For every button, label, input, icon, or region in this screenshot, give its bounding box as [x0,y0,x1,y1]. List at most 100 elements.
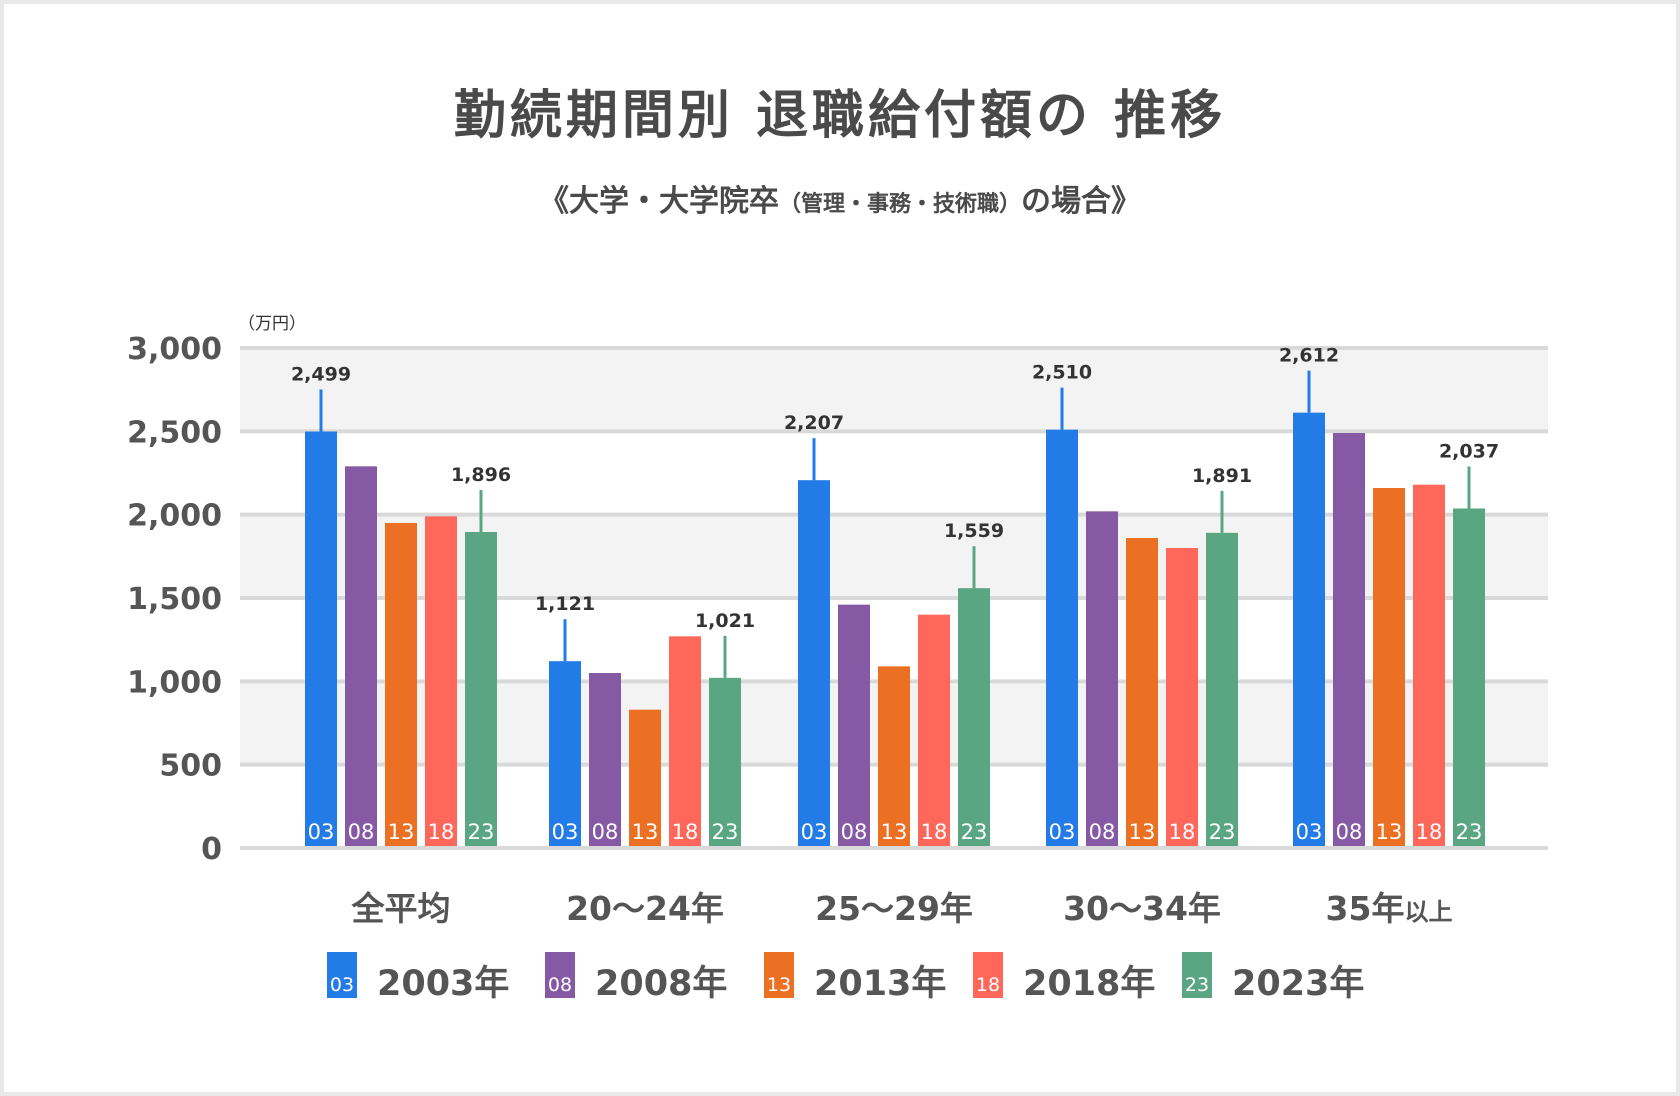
y-tick-label: 2,000 [127,499,222,534]
bar-23 [709,677,741,846]
legend-swatch [1182,952,1212,998]
legend-item: 13 2013年 [764,952,946,1004]
bar-code-label: 13 [388,820,415,844]
bar-08 [345,466,377,846]
bar-code-label: 18 [921,820,948,844]
bar-03 [549,661,581,846]
data-label: 1,896 [451,464,511,486]
bar-03 [1046,429,1078,846]
data-label: 1,121 [535,593,595,615]
bar-13 [1126,538,1158,846]
bar-code-label: 23 [1456,820,1483,844]
bar-08 [1333,433,1365,846]
y-tick-label: 3,000 [127,332,222,367]
y-tick-label: 0 [201,832,222,867]
bar-13 [1373,488,1405,846]
bar-code-label: 03 [801,820,828,844]
bar-03 [1293,412,1325,846]
bar-code-label: 18 [1169,820,1196,844]
bar-23 [958,588,990,846]
legend-swatch-code: 08 [548,974,572,996]
legend-label: 2008年 [595,964,727,1004]
data-label: 1,891 [1192,465,1252,487]
bar-code-label: 18 [672,820,699,844]
bar-code-label: 03 [552,820,579,844]
legend-item: 23 2023年 [1182,952,1364,1004]
legend-swatch [327,952,357,998]
bar-23 [1206,532,1238,846]
bar-code-label: 13 [881,820,908,844]
category-main: 35年 [1326,889,1405,928]
bar-code-label: 23 [1209,820,1236,844]
chart-subtitle: 《大学・大学院卒（管理・事務・技術職）の場合》 [539,184,1141,219]
bar-code-label: 03 [1296,820,1323,844]
category-main: 20～24年 [566,889,724,928]
bar-18 [425,516,457,846]
data-label: 1,021 [695,610,755,632]
category-suffix: 以上 [1404,898,1452,926]
y-tick-label: 1,500 [127,582,222,617]
bar-code-label: 03 [1049,820,1076,844]
bar-23 [1453,508,1485,846]
legend-swatch [764,952,794,998]
category-label: 20～24年 [566,889,724,928]
bar-code-label: 08 [1089,820,1116,844]
bar-code-label: 13 [632,820,659,844]
bar-code-label: 08 [348,820,375,844]
category-label: 25～29年 [815,889,973,928]
chart-title: 勤続期間別 退職給付額の 推移 [454,86,1226,146]
legend-swatch-code: 03 [330,974,354,996]
bar-code-label: 23 [468,820,495,844]
bar-13 [629,709,661,846]
bar-code-label: 18 [1416,820,1443,844]
bar-18 [918,614,950,846]
subtitle-main-right: の場合》 [1021,184,1141,219]
legend-item: 08 2008年 [545,952,727,1004]
bar-08 [1086,511,1118,846]
y-axis-unit: （万円） [238,314,306,334]
bar-code-label: 23 [961,820,988,844]
legend-label: 2003年 [377,964,509,1004]
bar-code-label: 03 [308,820,335,844]
grid-band [240,514,1548,598]
bar-18 [669,636,701,846]
legend-swatch [973,952,1003,998]
legend-item: 03 2003年 [327,952,509,1004]
y-tick-label: 1,000 [127,665,222,700]
legend-swatch-code: 18 [976,974,1000,996]
bar-23 [465,532,497,846]
bar-03 [798,480,830,846]
y-tick-label: 500 [159,749,222,784]
legend-label: 2013年 [814,964,946,1004]
category-label: 30～34年 [1063,889,1221,928]
legend-swatch-code: 13 [767,974,791,996]
data-label: 2,510 [1032,362,1092,384]
category-main: 25～29年 [815,889,973,928]
data-label: 2,612 [1279,345,1339,367]
bar-code-label: 13 [1376,820,1403,844]
bar-code-label: 13 [1129,820,1156,844]
legend-item: 18 2018年 [973,952,1155,1004]
bar-08 [838,604,870,846]
bar-code-label: 08 [1336,820,1363,844]
data-label: 2,037 [1439,441,1499,463]
subtitle-paren: （管理・事務・技術職） [779,191,1021,217]
legend-label: 2023年 [1232,964,1364,1004]
category-main: 30～34年 [1063,889,1221,928]
grid-band [240,348,1548,432]
bar-code-label: 18 [428,820,455,844]
bar-08 [589,673,621,846]
data-label: 1,559 [944,520,1004,542]
bar-code-label: 08 [592,820,619,844]
bar-code-label: 08 [841,820,868,844]
y-tick-label: 2,500 [127,415,222,450]
legend-swatch-code: 23 [1185,974,1209,996]
category-label: 35年以上 [1326,889,1453,928]
bar-18 [1413,484,1445,846]
category-label: 全平均 [351,889,451,928]
bar-13 [385,523,417,846]
category-main: 全平均 [351,889,451,928]
legend-label: 2018年 [1023,964,1155,1004]
bar-code-label: 23 [712,820,739,844]
